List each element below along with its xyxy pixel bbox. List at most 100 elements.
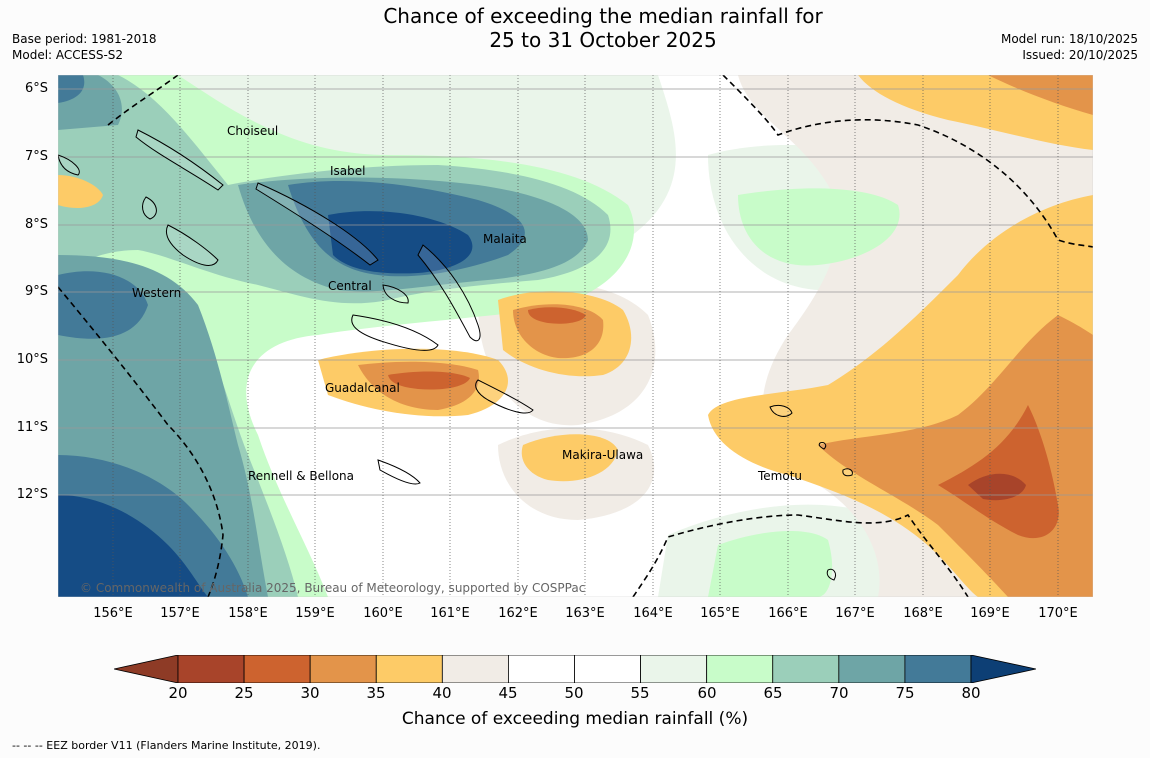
lat-label-9s: 9°S	[24, 284, 48, 299]
anuta-island	[842, 468, 853, 477]
copyright-notice: © Commonwealth of Australia 2025, Bureau…	[80, 581, 585, 595]
lon-label-156e: 156°E	[93, 606, 133, 621]
tikopia-island	[826, 568, 836, 581]
vanikoro-island	[818, 442, 827, 450]
colorbar-cell-45-50	[508, 655, 575, 683]
colorbar-tick-35: 35	[366, 684, 386, 702]
label-makira-ulawa: Makira-Ulawa	[562, 448, 643, 462]
colorbar-cell-75-80	[904, 655, 972, 683]
colorbar-cell-35-40	[375, 655, 443, 683]
makira-island	[475, 379, 534, 414]
colorbar-tick-45: 45	[498, 684, 518, 702]
lon-label-166e: 166°E	[768, 606, 808, 621]
colorbar-tick-60: 60	[697, 684, 717, 702]
contour-35-makira	[521, 434, 618, 482]
label-rennell-bellona: Rennell & Bellona	[248, 469, 354, 483]
colorbar-tick-25: 25	[234, 684, 254, 702]
colorbar-cell-30-35	[309, 655, 377, 683]
lat-label-6s: 6°S	[24, 81, 48, 96]
lat-label-12s: 12°S	[16, 487, 48, 502]
vella-lavella-island	[142, 196, 157, 220]
colorbar-tick-40: 40	[432, 684, 452, 702]
lon-label-163e: 163°E	[565, 606, 605, 621]
lon-label-158e: 158°E	[228, 606, 268, 621]
guadalcanal-island	[351, 314, 439, 351]
issued-date: Issued: 20/10/2025	[1022, 48, 1138, 62]
colorbar-low-extension	[114, 655, 179, 683]
central-islands	[382, 284, 409, 304]
lon-label-170e: 170°E	[1038, 606, 1078, 621]
contour-35-west	[58, 175, 103, 208]
coastlines	[58, 129, 853, 581]
lon-label-168e: 168°E	[903, 606, 943, 621]
colorbar	[114, 655, 1036, 683]
rennell-island	[377, 459, 421, 485]
colorbar-cell-55-60	[640, 655, 708, 683]
colorbar-tick-30: 30	[300, 684, 320, 702]
lon-label-167e: 167°E	[835, 606, 875, 621]
lat-label-10s: 10°S	[16, 352, 48, 367]
colorbar-tick-20: 20	[168, 684, 188, 702]
colorbar-title: Chance of exceeding median rainfall (%)	[401, 709, 749, 729]
chart-title: Chance of exceeding the median rainfall …	[0, 4, 1150, 52]
malaita-island	[417, 244, 481, 342]
meta-left: Base period: 1981-2018 Model: ACCESS-S2	[12, 31, 157, 63]
colorbar-tick-55: 55	[630, 684, 650, 702]
lat-label-11s: 11°S	[16, 420, 48, 435]
colorbar-cell-25-30	[243, 655, 311, 683]
label-central: Central	[328, 279, 372, 293]
colorbar-tick-50: 50	[564, 684, 584, 702]
contour-25-east	[938, 405, 1059, 539]
colorbar-cell-40-45	[441, 655, 509, 683]
colorbar-cell-60-65	[706, 655, 774, 683]
colorbar-tick-80: 80	[961, 684, 981, 702]
label-choiseul: Choiseul	[227, 124, 278, 138]
lon-label-159e: 159°E	[295, 606, 335, 621]
lon-label-165e: 165°E	[700, 606, 740, 621]
colorbar-cells	[177, 655, 972, 683]
latitude-gridlines	[58, 88, 1093, 496]
title-line-1: Chance of exceeding the median rainfall …	[383, 4, 823, 28]
lat-label-8s: 8°S	[24, 217, 48, 232]
colorbar-cell-20-25	[177, 655, 245, 683]
lon-label-160e: 160°E	[363, 606, 403, 621]
label-western: Western	[132, 286, 181, 300]
contour-60-east	[738, 188, 900, 266]
santa-cruz-island	[769, 404, 793, 417]
longitude-gridlines	[112, 75, 1059, 597]
contour-60-south	[708, 530, 833, 597]
colorbar-cell-70-75	[838, 655, 906, 683]
place-labels: Choiseul Isabel Malaita Western Central …	[132, 124, 802, 483]
colorbar-high-extension	[970, 655, 1036, 683]
lon-label-157e: 157°E	[160, 606, 200, 621]
lon-label-161e: 161°E	[430, 606, 470, 621]
model-run: Model run: 18/10/2025	[1000, 32, 1138, 46]
title-line-2: 25 to 31 October 2025	[489, 28, 717, 52]
colorbar-tick-75: 75	[895, 684, 915, 702]
lon-label-164e: 164°E	[633, 606, 673, 621]
colorbar-tick-65: 65	[763, 684, 783, 702]
model-name: Model: ACCESS-S2	[12, 48, 124, 62]
new-georgia-island	[165, 224, 219, 266]
contour-25-center	[528, 307, 586, 324]
lon-label-162e: 162°E	[498, 606, 538, 621]
lat-label-7s: 7°S	[24, 149, 48, 164]
label-temotu: Temotu	[757, 469, 802, 483]
eez-footnote: -- -- -- EEZ border V11 (Flanders Marine…	[12, 739, 321, 752]
rainfall-map: Choiseul Isabel Malaita Western Central …	[58, 75, 1093, 597]
contour-80	[58, 211, 473, 597]
meta-right: Model run: 18/10/2025 Issued: 20/10/2025	[1001, 31, 1138, 63]
lon-label-169e: 169°E	[970, 606, 1010, 621]
contour-25-guadalcanal	[388, 371, 470, 390]
contour-30-northeast	[988, 75, 1093, 115]
label-guadalcanal: Guadalcanal	[325, 381, 400, 395]
isabel-island	[255, 182, 379, 266]
eez-borders	[58, 75, 1093, 597]
contour-20-east	[968, 473, 1026, 501]
choiseul-island	[135, 129, 224, 191]
label-isabel: Isabel	[330, 164, 365, 178]
colorbar-cell-50-55	[574, 655, 641, 683]
base-period: Base period: 1981-2018	[12, 32, 157, 46]
colorbar-cell-65-70	[772, 655, 840, 683]
label-malaita: Malaita	[483, 232, 527, 246]
